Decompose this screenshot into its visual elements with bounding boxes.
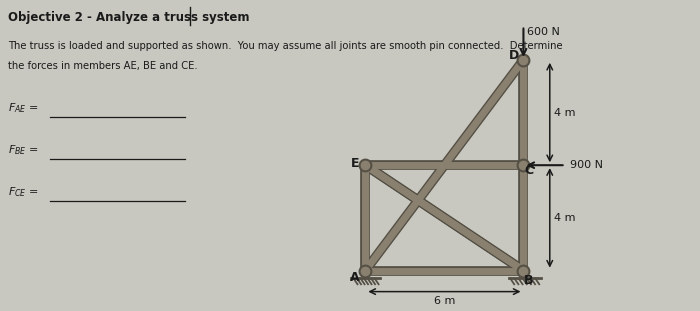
Text: The truss is loaded and supported as shown.  You may assume all joints are smoot: The truss is loaded and supported as sho… [8, 41, 563, 51]
Text: 6 m: 6 m [434, 296, 455, 306]
Text: B: B [524, 274, 533, 287]
Text: $F_{CE}$ =: $F_{CE}$ = [8, 185, 38, 199]
Text: the forces in members AE, BE and CE.: the forces in members AE, BE and CE. [8, 61, 197, 71]
Text: $F_{AE}$ =: $F_{AE}$ = [8, 101, 38, 115]
Text: 4 m: 4 m [554, 108, 575, 118]
Text: C: C [525, 164, 534, 177]
Text: 600 N: 600 N [527, 27, 560, 37]
Text: D: D [509, 49, 519, 63]
Text: 900 N: 900 N [570, 160, 603, 170]
Text: A: A [349, 271, 359, 284]
Text: Objective 2 - Analyze a truss system: Objective 2 - Analyze a truss system [8, 11, 249, 24]
Text: 4 m: 4 m [554, 213, 575, 223]
Text: E: E [351, 157, 360, 170]
Text: $F_{BE}$ =: $F_{BE}$ = [8, 143, 38, 157]
